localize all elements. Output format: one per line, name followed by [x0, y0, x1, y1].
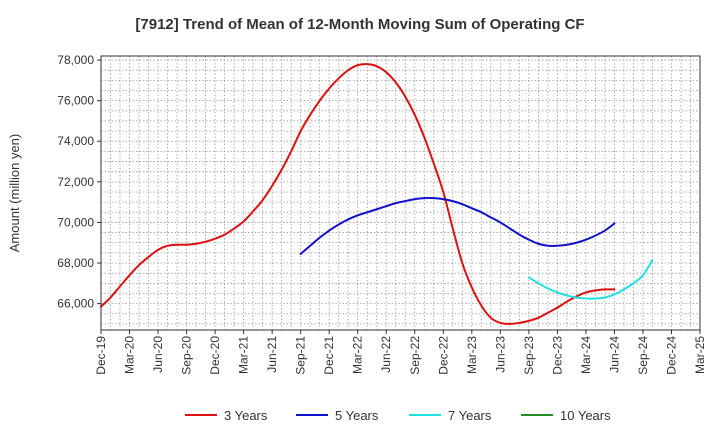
grid [101, 56, 700, 330]
y-axis-label: Amount (million yen) [7, 134, 22, 253]
legend-label: 3 Years [224, 408, 268, 423]
legend: 3 Years 5 Years 7 Years 10 Years [185, 408, 611, 423]
legend-label: 5 Years [335, 408, 379, 423]
x-tick-label: Jun-23 [493, 336, 507, 373]
x-tick-label: Mar-25 [693, 336, 707, 374]
x-tick-label: Sep-24 [636, 336, 650, 375]
series-line-5-years [299, 196, 616, 255]
x-tick-label: Jun-22 [379, 336, 393, 373]
legend-label: 7 Years [448, 408, 492, 423]
legend-item-3-years: 3 Years [185, 408, 268, 423]
x-tick-label: Mar-21 [237, 336, 251, 374]
plot-area [101, 56, 700, 330]
plot-border [100, 55, 701, 331]
x-tick-label: Jun-20 [151, 336, 165, 373]
y-tick-label: 72,000 [57, 175, 94, 189]
legend-label: 10 Years [560, 408, 611, 423]
x-tick-label: Sep-21 [294, 336, 308, 375]
y-tick-label: 78,000 [57, 53, 94, 67]
y-tick-label: 66,000 [57, 297, 94, 311]
x-tick-label: Dec-19 [94, 336, 108, 375]
x-axis-ticks: Dec-19 Mar-20 Jun-20 Sep-20 Dec-20 Mar-21 Jun-… [94, 330, 707, 375]
y-tick-label: 70,000 [57, 215, 94, 229]
legend-item-10-years: 10 Years [521, 408, 611, 423]
y-axis-ticks: 66,000 68,000 70,000 72,000 74,000 76,000 78,0… [57, 53, 101, 311]
x-tick-label: Sep-22 [408, 336, 422, 375]
legend-item-5-years: 5 Years [296, 408, 379, 423]
y-tick-label: 68,000 [57, 256, 94, 270]
x-tick-label: Dec-20 [208, 336, 222, 375]
series-line-3-years [100, 63, 616, 325]
x-tick-label: Dec-23 [550, 336, 564, 375]
x-tick-label: Sep-20 [180, 336, 194, 375]
x-tick-label: Mar-20 [123, 336, 137, 374]
series-layer [100, 63, 654, 325]
y-tick-label: 76,000 [57, 94, 94, 108]
x-tick-label: Dec-22 [436, 336, 450, 375]
y-tick-label: 74,000 [57, 134, 94, 148]
x-tick-label: Sep-23 [522, 336, 536, 375]
x-tick-label: Mar-22 [351, 336, 365, 374]
x-tick-label: Mar-23 [465, 336, 479, 374]
x-tick-label: Dec-24 [664, 336, 678, 375]
chart-title: [7912] Trend of Mean of 12-Month Moving … [135, 16, 584, 33]
x-tick-label: Mar-24 [579, 336, 593, 374]
x-tick-label: Jun-24 [607, 336, 621, 373]
x-tick-label: Jun-21 [265, 336, 279, 373]
x-tick-label: Dec-21 [322, 336, 336, 375]
series-line-7-years [527, 258, 654, 300]
legend-item-7-years: 7 Years [409, 408, 492, 423]
